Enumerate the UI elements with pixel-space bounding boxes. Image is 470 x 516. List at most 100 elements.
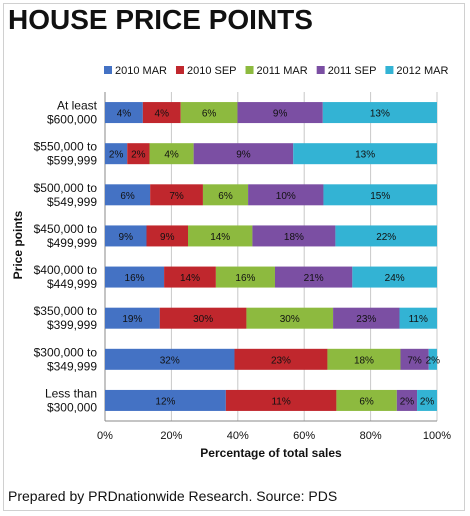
bar-segment: [164, 266, 216, 288]
category-label: $500,000 to: [34, 181, 98, 195]
source-footer: Prepared by PRDnationwide Research. Sour…: [8, 488, 338, 504]
legend-swatch: [175, 66, 184, 74]
bar-segment: [274, 266, 353, 288]
data-label: 18%: [354, 355, 374, 366]
bar-segment: [323, 184, 437, 206]
bar-segment: [234, 348, 328, 370]
category-label: $549,999: [47, 195, 97, 209]
data-label: 2%: [109, 150, 124, 161]
x-tick-label: 80%: [360, 430, 382, 442]
data-label: 2%: [400, 396, 415, 407]
data-label: 2%: [131, 150, 146, 161]
bar-segment: [193, 143, 294, 165]
data-label: 6%: [120, 191, 135, 202]
legend: 2010 MAR 2010 SEP 2011 MAR 2011 SEP 2012 MAR: [104, 65, 448, 77]
bar-segment: [400, 348, 429, 370]
data-label: 2%: [420, 396, 435, 407]
bar-segment: [142, 102, 181, 124]
chart-title: HOUSE PRICE POINTS: [8, 4, 313, 35]
stacked-bar-chart: 4% 4% 6% 9% 13% 2% 2% 4% 9% 13% 6% 7% 6% 10% 15% 9% 9% 14…: [11, 65, 451, 460]
data-label: 18%: [284, 232, 304, 243]
data-label: 11%: [271, 396, 290, 407]
bar-segment: [428, 348, 437, 370]
bar-segment: [399, 307, 437, 329]
category-label: $450,000 to: [34, 222, 98, 236]
bar-segment: [335, 225, 437, 247]
category-label: $300,000: [47, 400, 97, 414]
bar-segment: [252, 225, 336, 247]
data-label: 19%: [122, 314, 142, 325]
bar-segment: [180, 102, 238, 124]
bars-group: 4% 4% 6% 9% 13% 2% 2% 4% 9% 13% 6% 7% 6% 10% 15% 9% 9% 14…: [105, 102, 440, 411]
data-label: 9%: [236, 150, 251, 161]
y-axis-label: Price points: [11, 210, 25, 279]
bar-segment: [336, 389, 397, 411]
bar-segment: [105, 143, 128, 165]
data-label: 6%: [202, 109, 217, 120]
category-label: $599,999: [47, 154, 97, 168]
bar-segment: [237, 102, 323, 124]
bar-segment: [188, 225, 253, 247]
category-label: $399,999: [47, 318, 97, 332]
bar-segment: [146, 225, 188, 247]
x-tick-label: 0%: [97, 430, 113, 442]
legend-swatch: [316, 66, 325, 74]
bar-segment: [327, 348, 401, 370]
bar-segment: [417, 389, 437, 411]
x-tick-label: 100%: [423, 430, 451, 442]
category-label: $300,000 to: [34, 345, 98, 359]
data-label: 9%: [160, 232, 175, 243]
data-label: 13%: [355, 150, 375, 161]
data-label: 30%: [280, 314, 300, 325]
bar-segment: [225, 389, 337, 411]
category-label: Less than: [45, 386, 97, 400]
data-label: 9%: [119, 232, 134, 243]
data-label: 30%: [193, 314, 213, 325]
data-label: 23%: [356, 314, 376, 325]
bar-segment: [333, 307, 400, 329]
data-label: 16%: [235, 273, 255, 284]
category-label: $349,999: [47, 359, 97, 373]
data-label: 4%: [155, 109, 170, 120]
x-tick-label: 20%: [160, 430, 182, 442]
data-label: 9%: [273, 109, 288, 120]
category-label: At least: [57, 99, 98, 113]
data-label: 12%: [155, 396, 175, 407]
category-labels: At least$600,000 $550,000 to$599,999 $500,…: [34, 99, 98, 415]
data-label: 2%: [426, 355, 441, 366]
bar-segment: [105, 389, 226, 411]
bar-segment: [105, 348, 235, 370]
data-label: 22%: [376, 232, 396, 243]
bar-segment: [248, 184, 324, 206]
chart-frame: [3, 3, 465, 511]
data-label: 15%: [370, 191, 390, 202]
x-axis-ticks: 0% 20% 40% 60% 80% 100%: [97, 430, 451, 442]
category-label: $600,000: [47, 113, 97, 127]
legend-label: 2012 MAR: [396, 65, 448, 77]
legend-swatch: [385, 66, 394, 74]
bar-segment: [105, 102, 143, 124]
bar-segment: [105, 266, 165, 288]
x-axis-label: Percentage of total sales: [200, 446, 342, 460]
gridlines: [104, 92, 438, 422]
category-label: $499,999: [47, 236, 97, 250]
data-label: 16%: [125, 273, 145, 284]
data-label: 4%: [164, 150, 179, 161]
bar-segment: [246, 307, 334, 329]
data-label: 4%: [117, 109, 132, 120]
bar-segment: [149, 143, 194, 165]
bar-segment: [293, 143, 437, 165]
data-label: 13%: [370, 109, 390, 120]
bar-segment: [396, 389, 418, 411]
bar-segment: [105, 307, 160, 329]
data-label: 21%: [304, 273, 324, 284]
category-label: $400,000 to: [34, 263, 98, 277]
data-label: 6%: [359, 396, 374, 407]
category-label: $550,000 to: [34, 140, 98, 154]
data-label: 32%: [160, 355, 180, 366]
legend-label: 2010 MAR: [115, 65, 167, 77]
category-label: $449,999: [47, 277, 97, 291]
bar-segment: [202, 184, 249, 206]
data-label: 24%: [385, 273, 405, 284]
category-label: $350,000 to: [34, 304, 98, 318]
